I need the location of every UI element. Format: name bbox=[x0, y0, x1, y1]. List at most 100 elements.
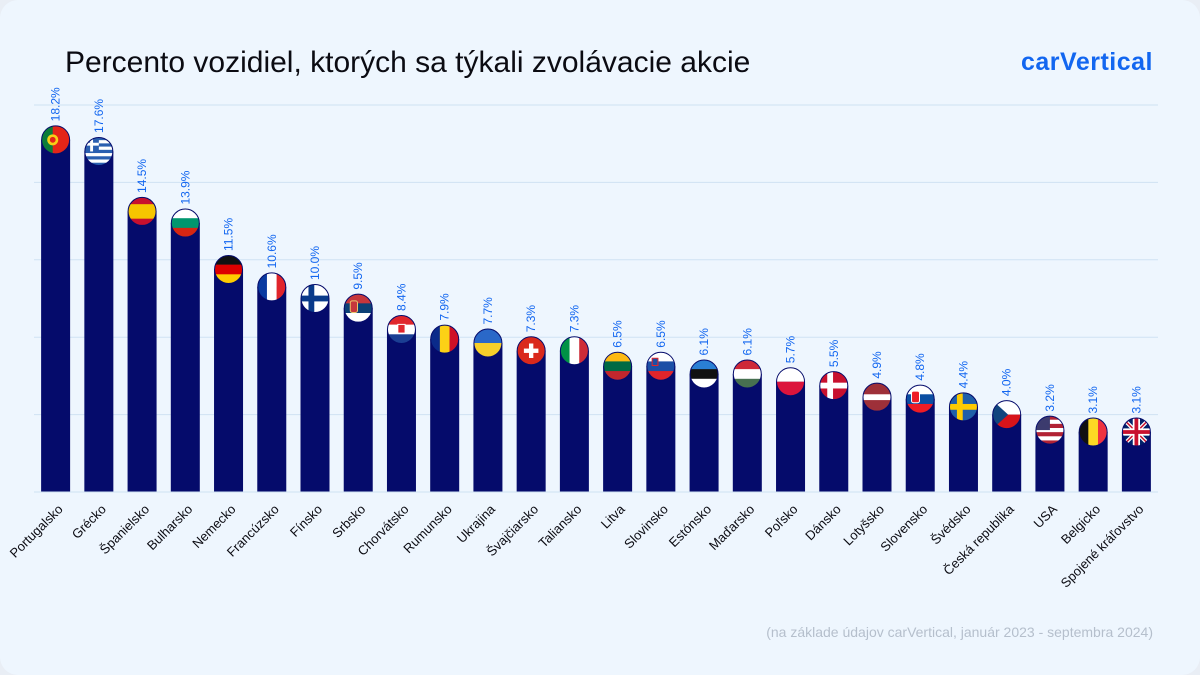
sweden-flag-icon bbox=[949, 392, 978, 421]
bar-spain bbox=[127, 211, 157, 493]
category-label: Litva bbox=[598, 501, 629, 532]
bar-switzerland bbox=[516, 350, 546, 492]
value-label: 18.2% bbox=[49, 87, 63, 121]
france-flag-icon bbox=[257, 272, 286, 301]
hungary-flag-icon bbox=[733, 359, 762, 388]
slovenia-flag-icon bbox=[646, 352, 675, 381]
greece-flag-icon bbox=[84, 137, 113, 166]
carvertical-logo: carVertical bbox=[1021, 48, 1153, 76]
category-label: Dánsko bbox=[802, 502, 844, 544]
bar-germany bbox=[214, 269, 244, 492]
bar-greece bbox=[84, 151, 114, 492]
value-label: 5.7% bbox=[784, 336, 798, 364]
value-label: 11.5% bbox=[222, 218, 236, 251]
flag-border bbox=[776, 367, 806, 397]
value-label: 10.6% bbox=[265, 234, 279, 268]
bar-italy bbox=[559, 350, 589, 492]
category-label: Grécko bbox=[69, 502, 109, 542]
flag-border bbox=[992, 400, 1022, 430]
flag-border bbox=[1035, 415, 1065, 445]
slovakia-flag-icon bbox=[906, 385, 935, 414]
value-label: 4.0% bbox=[1000, 368, 1014, 396]
value-label: 6.5% bbox=[654, 320, 668, 348]
estonia-flag-icon bbox=[690, 359, 719, 388]
value-label: 5.5% bbox=[827, 339, 841, 367]
value-label: 8.4% bbox=[394, 283, 408, 311]
bar-lithuania bbox=[603, 366, 633, 492]
bar-bulgaria bbox=[170, 223, 200, 492]
switzerland-flag-icon bbox=[517, 336, 546, 365]
poland-flag-icon bbox=[776, 367, 805, 396]
value-label: 3.1% bbox=[1086, 386, 1100, 414]
value-label: 7.9% bbox=[438, 293, 452, 321]
bar-croatia bbox=[386, 329, 416, 492]
ukraine-flag-icon bbox=[473, 329, 502, 358]
croatia-flag-icon bbox=[387, 315, 416, 344]
value-label: 3.2% bbox=[1043, 384, 1057, 412]
bar-serbia bbox=[343, 308, 373, 492]
flag-border bbox=[386, 314, 416, 344]
chart-title: Percento vozidiel, ktorých sa týkali zvo… bbox=[65, 46, 751, 79]
spain-flag-icon bbox=[128, 197, 157, 226]
category-label: Poľsko bbox=[762, 502, 801, 541]
flag-border bbox=[343, 293, 373, 323]
category-label: Bulharsko bbox=[144, 502, 195, 553]
flag-border bbox=[689, 359, 719, 389]
finland-flag-icon bbox=[301, 284, 329, 313]
serbia-flag-icon bbox=[344, 294, 373, 323]
category-label: Taliansko bbox=[536, 502, 585, 551]
value-label: 17.6% bbox=[92, 99, 106, 133]
flag-border bbox=[948, 392, 978, 422]
category-label: Portugalsko bbox=[7, 502, 66, 561]
value-label: 10.0% bbox=[308, 246, 322, 280]
flag-border bbox=[559, 336, 589, 366]
bar-hungary bbox=[732, 373, 762, 492]
flag-border bbox=[516, 336, 546, 366]
italy-flag-icon bbox=[560, 336, 589, 365]
flag-border bbox=[1078, 417, 1108, 447]
flag-border bbox=[214, 254, 244, 284]
value-label: 7.3% bbox=[524, 305, 538, 333]
category-label: Fínsko bbox=[287, 502, 325, 540]
flag-border bbox=[732, 359, 762, 389]
bar-latvia bbox=[862, 397, 892, 492]
flag-border bbox=[905, 384, 935, 414]
flag-border bbox=[170, 208, 200, 238]
bar-estonia bbox=[689, 373, 719, 492]
bar-denmark bbox=[819, 385, 849, 492]
bar-slovenia bbox=[646, 366, 676, 492]
romania-flag-icon bbox=[430, 325, 459, 354]
lithuania-flag-icon bbox=[603, 352, 632, 381]
category-label: Spojené kráľovstvo bbox=[1058, 502, 1147, 591]
value-label: 7.7% bbox=[481, 297, 495, 325]
source-note: (na základe údajov carVertical, január 2… bbox=[766, 624, 1153, 640]
value-label: 14.5% bbox=[135, 159, 149, 193]
bar-finland bbox=[300, 298, 330, 492]
value-label: 4.8% bbox=[913, 353, 927, 381]
denmark-flag-icon bbox=[819, 371, 848, 400]
category-label: Slovinsko bbox=[621, 502, 671, 552]
bar-ukraine bbox=[473, 343, 503, 492]
category-label: Slovensko bbox=[877, 502, 930, 555]
belgium-flag-icon bbox=[1079, 418, 1108, 447]
bulgaria-flag-icon bbox=[171, 209, 200, 238]
value-label: 3.1% bbox=[1129, 386, 1143, 414]
value-label: 6.1% bbox=[740, 328, 754, 356]
flag-border bbox=[819, 371, 849, 401]
value-label: 6.5% bbox=[611, 320, 625, 348]
bar-poland bbox=[776, 381, 806, 492]
flag-border bbox=[646, 351, 676, 381]
flag-border bbox=[430, 324, 460, 354]
flag-border bbox=[41, 125, 71, 155]
bar-romania bbox=[430, 339, 460, 492]
bar-slovakia bbox=[905, 399, 935, 492]
flag-border bbox=[603, 351, 633, 381]
czech-flag-icon bbox=[992, 400, 1021, 429]
portugal-flag-icon bbox=[41, 125, 70, 154]
bar-portugal bbox=[41, 139, 71, 492]
category-label: Maďarsko bbox=[706, 502, 758, 554]
bar-france bbox=[257, 286, 287, 492]
germany-flag-icon bbox=[214, 255, 243, 284]
